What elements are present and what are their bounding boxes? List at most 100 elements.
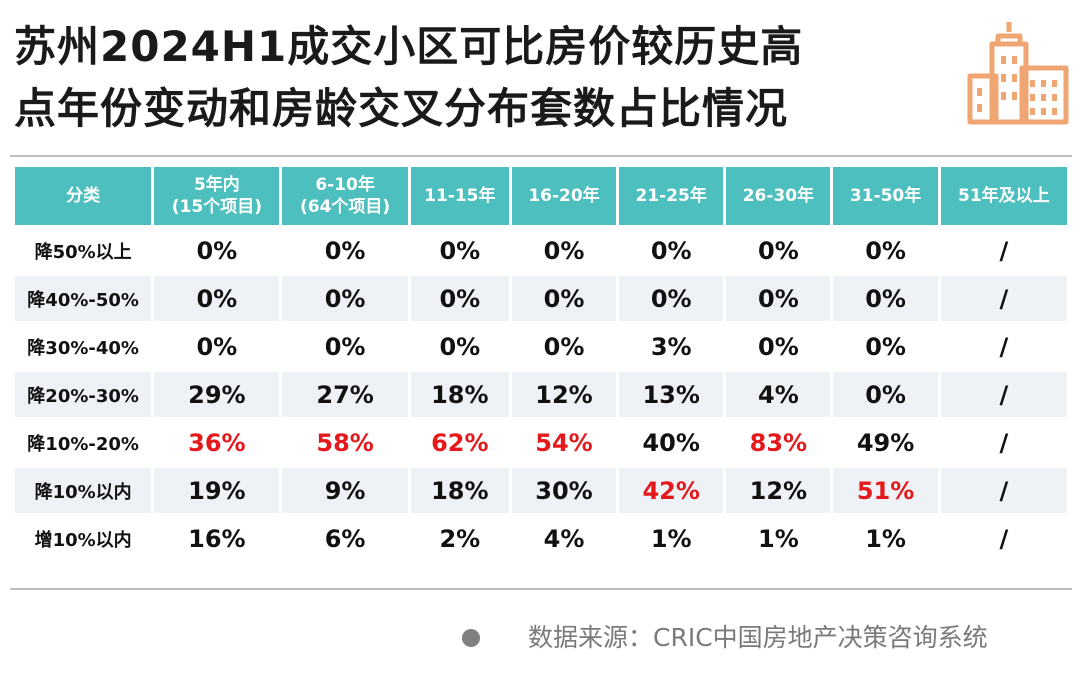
table-cell: 0%	[833, 276, 938, 321]
table-cell: 12%	[726, 468, 831, 513]
title-line-1: 苏州2024H1成交小区可比房价较历史高	[14, 22, 804, 71]
city-buildings-icon	[967, 22, 1069, 125]
column-header: 11-15年	[410, 167, 509, 225]
table-row: 降20%-30% 29% 27% 18% 12% 13% 4% 0% /	[15, 372, 1067, 417]
table-cell: 0%	[511, 324, 617, 369]
bottom-divider	[10, 588, 1072, 590]
table-row: 降30%-40% 0% 0% 0% 0% 3% 0% 0% /	[15, 324, 1067, 369]
column-header-line: 26-30年	[742, 186, 815, 206]
table-cell: 9%	[282, 468, 408, 513]
table-body: 降50%以上 0% 0% 0% 0% 0% 0% 0% / 降40%-50% 0% 0% 0% 0% 0% 0…	[15, 228, 1067, 561]
row-label: 增10%以内	[15, 516, 152, 561]
table-cell: 62%	[410, 420, 509, 465]
column-header-line: 16-20年	[528, 186, 600, 206]
column-header: 5年内 (15个项目)	[154, 167, 280, 225]
column-header: 21-25年	[619, 167, 724, 225]
table-cell: /	[940, 516, 1067, 561]
source-text: 数据来源：CRIC中国房地产决策咨询系统	[528, 623, 988, 652]
table-cell: 2%	[410, 516, 509, 561]
table-cell: 29%	[154, 372, 280, 417]
table-cell: 0%	[833, 372, 938, 417]
table-cell: 42%	[619, 468, 724, 513]
table-cell: 0%	[282, 228, 408, 273]
row-label: 降50%以上	[15, 228, 152, 273]
table-cell: 0%	[154, 324, 280, 369]
column-header-line: 11-15年	[424, 186, 496, 206]
table-cell: 0%	[410, 228, 509, 273]
table-cell: 1%	[833, 516, 938, 561]
data-table: 分类 5年内 (15个项目) 6-10年 (64个项目) 11-15年 16-20年 21-2…	[12, 164, 1070, 564]
table-cell: 18%	[410, 372, 509, 417]
bullet-dot-icon	[462, 629, 480, 647]
table-cell: 0%	[410, 324, 509, 369]
row-label: 降20%-30%	[15, 372, 152, 417]
table-cell: 0%	[154, 276, 280, 321]
table-cell: 12%	[511, 372, 617, 417]
table-cell: 4%	[726, 372, 831, 417]
column-header: 31-50年	[833, 167, 938, 225]
table-cell: 30%	[511, 468, 617, 513]
row-label: 降30%-40%	[15, 324, 152, 369]
column-header: 51年及以上	[940, 167, 1067, 225]
table-cell: /	[940, 276, 1067, 321]
table-cell: 0%	[282, 276, 408, 321]
table-cell: 0%	[154, 228, 280, 273]
table-cell: 0%	[726, 228, 831, 273]
column-header-line: 21-25年	[635, 186, 707, 206]
column-header-line: (64个项目)	[300, 197, 391, 217]
table-row: 降10%-20% 36% 58% 62% 54% 40% 83% 49% /	[15, 420, 1067, 465]
column-header-line: 51年及以上	[957, 186, 1050, 206]
column-header: 26-30年	[726, 167, 831, 225]
table-cell: 27%	[282, 372, 408, 417]
table-cell: 49%	[833, 420, 938, 465]
top-divider	[10, 155, 1072, 157]
column-header-line: (15个项目)	[171, 197, 262, 217]
table-cell: /	[940, 324, 1067, 369]
column-header: 16-20年	[511, 167, 617, 225]
table-header-row: 分类 5年内 (15个项目) 6-10年 (64个项目) 11-15年 16-20年 21-2…	[15, 167, 1067, 225]
title-line-2: 点年份变动和房龄交叉分布套数占比情况	[14, 84, 789, 133]
table-cell: 40%	[619, 420, 724, 465]
source-note: 数据来源：CRIC中国房地产决策咨询系统	[462, 620, 1062, 660]
table-cell: 1%	[619, 516, 724, 561]
table-cell: 0%	[619, 276, 724, 321]
table-cell: 16%	[154, 516, 280, 561]
table-row: 增10%以内 16% 6% 2% 4% 1% 1% 1% /	[15, 516, 1067, 561]
table-cell: 0%	[410, 276, 509, 321]
row-label: 降10%-20%	[15, 420, 152, 465]
table-cell: 54%	[511, 420, 617, 465]
column-header-line: 31-50年	[849, 186, 922, 206]
column-header-line: 5年内	[193, 175, 240, 195]
table-cell: 13%	[619, 372, 724, 417]
row-label: 降40%-50%	[15, 276, 152, 321]
table-cell: 0%	[511, 276, 617, 321]
table-cell: 0%	[282, 324, 408, 369]
table-cell: /	[940, 228, 1067, 273]
table-cell: 51%	[833, 468, 938, 513]
page-title: 苏州2024H1成交小区可比房价较历史高 点年份变动和房龄交叉分布套数占比情况	[14, 16, 944, 140]
table-cell: 0%	[726, 276, 831, 321]
table-row: 降50%以上 0% 0% 0% 0% 0% 0% 0% /	[15, 228, 1067, 273]
table-row: 降10%以内 19% 9% 18% 30% 42% 12% 51% /	[15, 468, 1067, 513]
table-cell: 6%	[282, 516, 408, 561]
table-cell: 1%	[726, 516, 831, 561]
table-cell: 3%	[619, 324, 724, 369]
table-cell: 0%	[833, 228, 938, 273]
table-cell: 19%	[154, 468, 280, 513]
table-cell: /	[940, 420, 1067, 465]
table-cell: 0%	[833, 324, 938, 369]
table-cell: 0%	[511, 228, 617, 273]
row-label: 降10%以内	[15, 468, 152, 513]
table-row: 降40%-50% 0% 0% 0% 0% 0% 0% 0% /	[15, 276, 1067, 321]
table-cell: /	[940, 372, 1067, 417]
table-cell: 36%	[154, 420, 280, 465]
table-cell: 18%	[410, 468, 509, 513]
table-cell: 58%	[282, 420, 408, 465]
column-header-line: 6-10年	[315, 175, 375, 195]
column-header: 6-10年 (64个项目)	[282, 167, 408, 225]
table-cell: 83%	[726, 420, 831, 465]
table-cell: 0%	[726, 324, 831, 369]
column-header: 分类	[15, 167, 152, 225]
table-cell: 4%	[511, 516, 617, 561]
table-cell: /	[940, 468, 1067, 513]
